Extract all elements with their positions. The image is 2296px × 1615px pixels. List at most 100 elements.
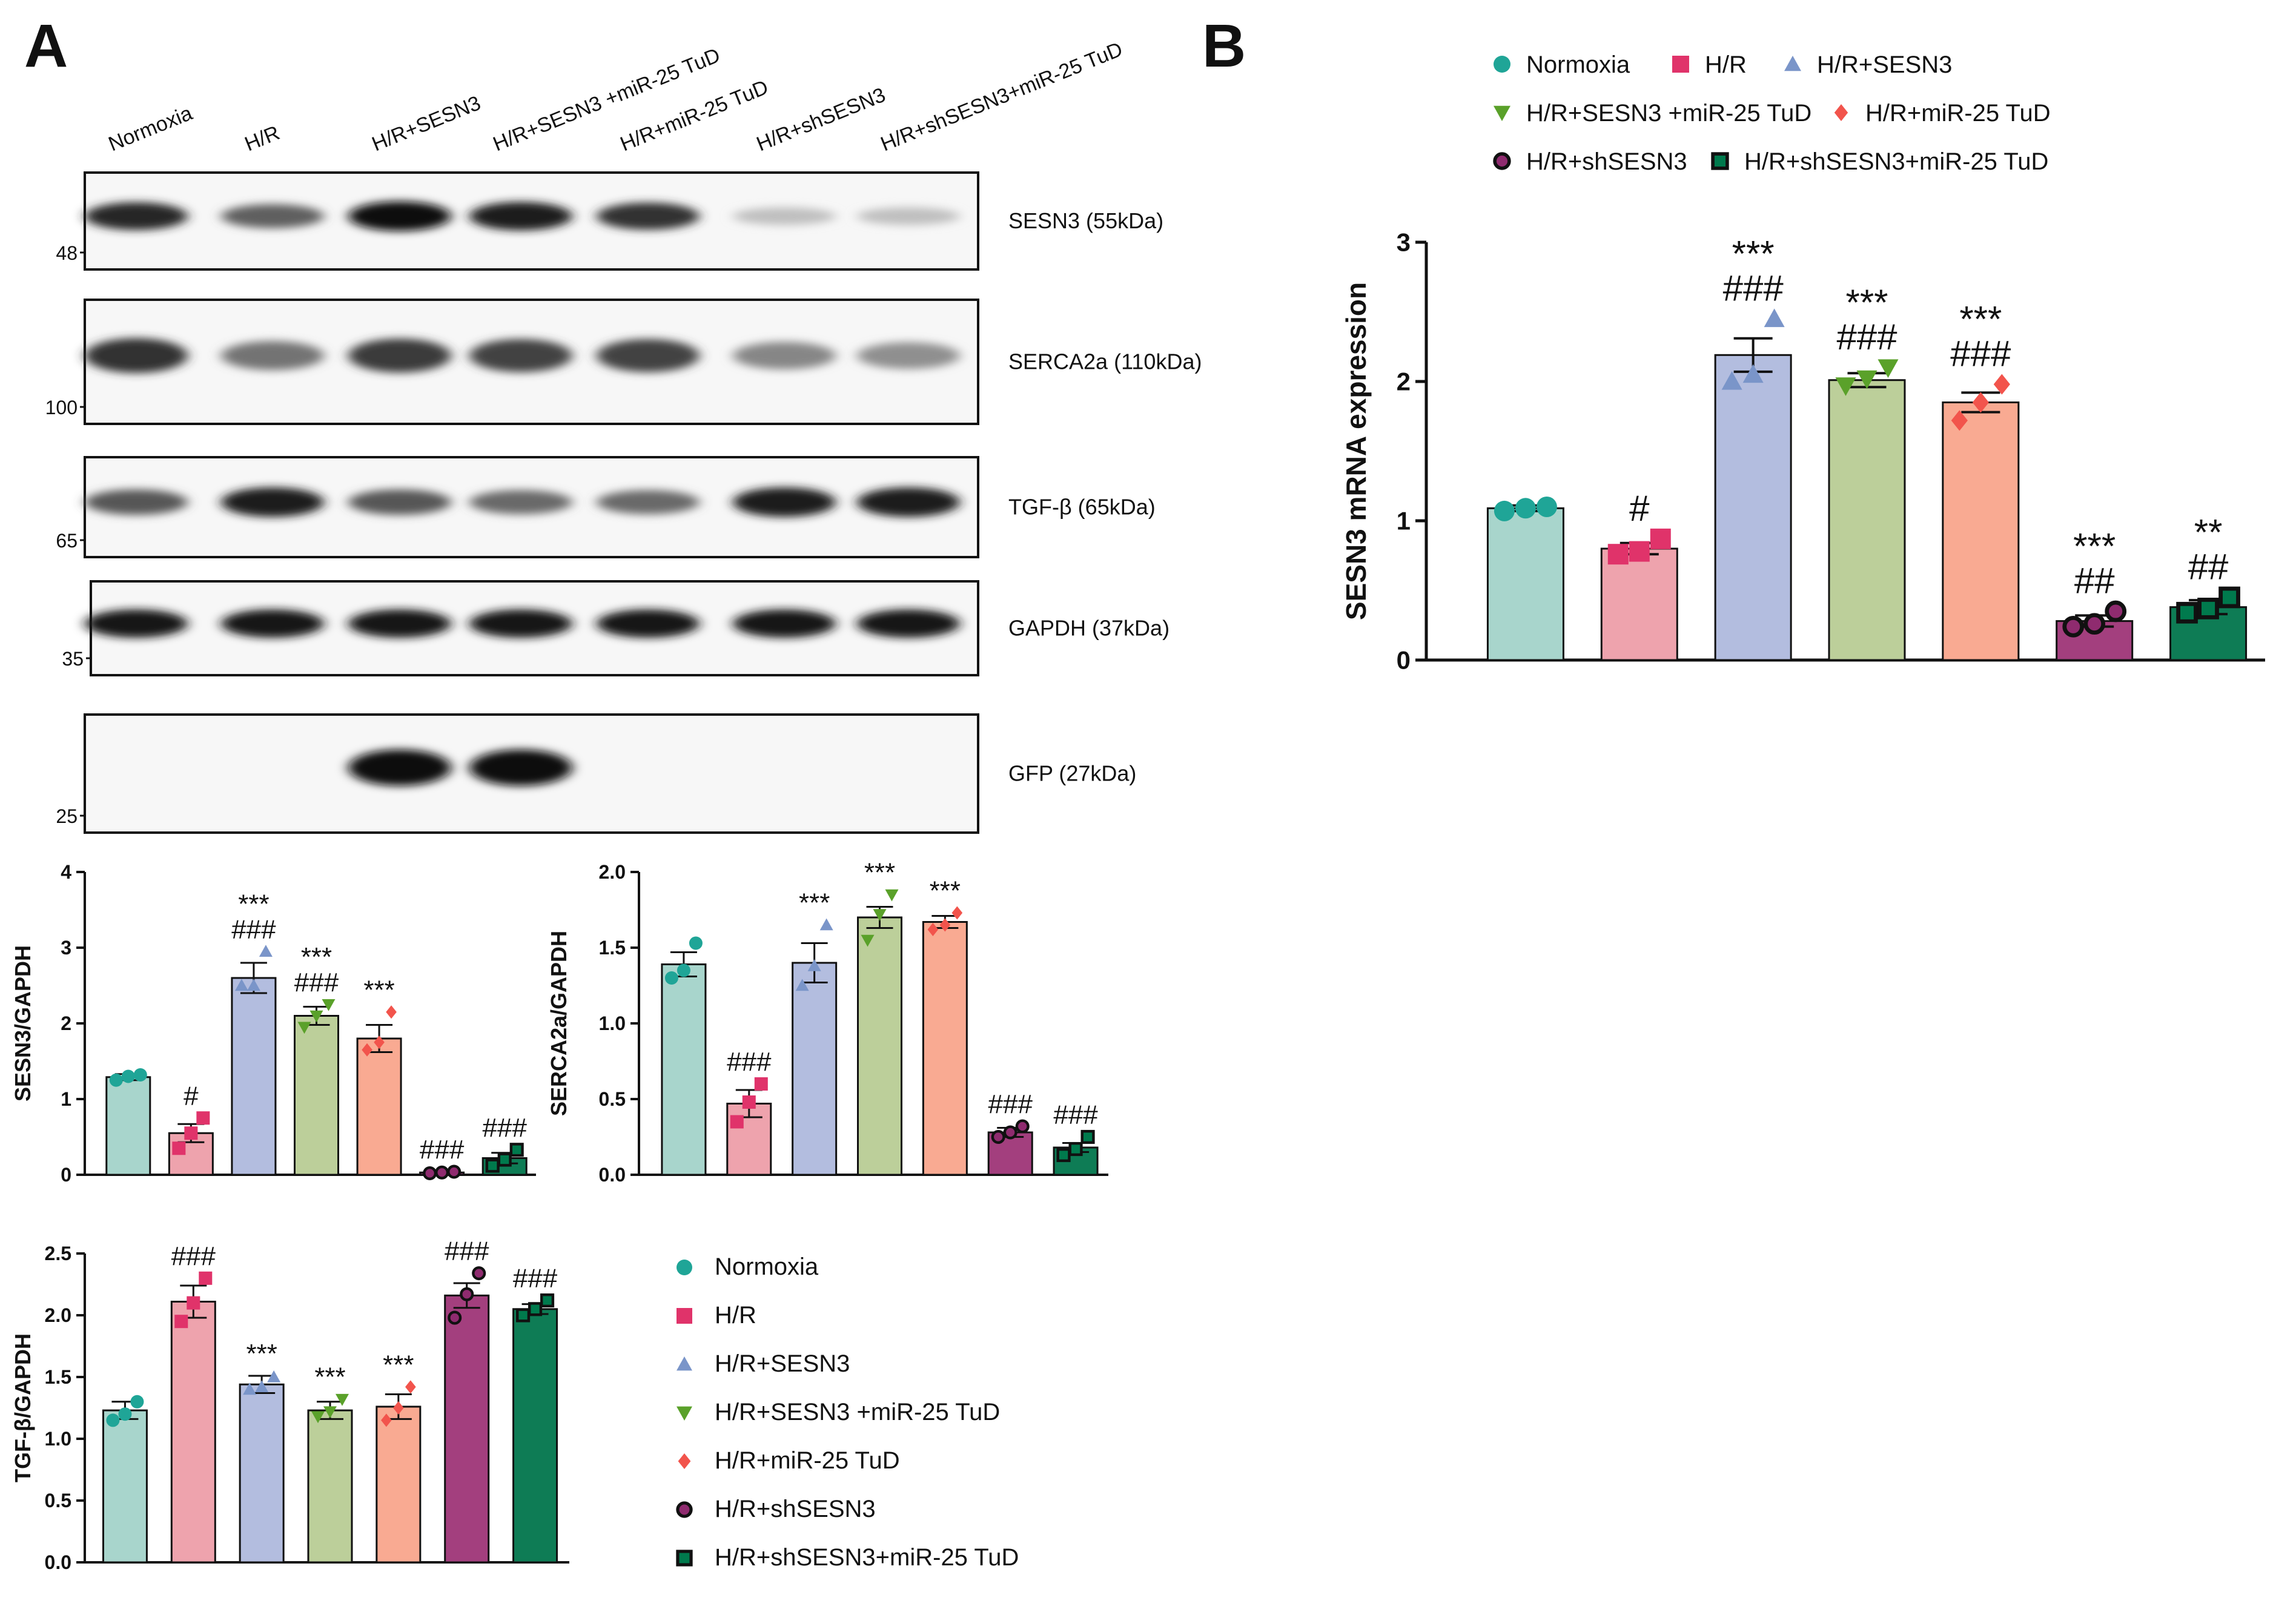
data-point — [460, 1287, 474, 1301]
data-point — [109, 1073, 123, 1087]
legend-label: H/R+miR-25 TuD — [1865, 100, 2051, 127]
legend-marker — [1834, 104, 1848, 121]
significance-label: ## — [2188, 547, 2229, 587]
bar — [105, 1076, 151, 1176]
data-point — [472, 1266, 486, 1281]
blot-band — [857, 609, 960, 638]
data-point — [447, 1164, 462, 1179]
blot-band — [733, 342, 836, 370]
significance-label: *** — [1732, 234, 1775, 274]
data-point — [374, 1035, 385, 1049]
data-point — [393, 1401, 404, 1415]
data-point — [259, 945, 273, 957]
blot-band — [85, 489, 188, 515]
y-tick-label: 2.5 — [45, 1243, 71, 1264]
blot-band — [857, 487, 960, 517]
data-point — [199, 1271, 213, 1285]
y-tick-label: 4 — [61, 861, 71, 883]
legend-label: Normoxia — [715, 1253, 819, 1280]
blot-label: SERCA2a (110kDa) — [1008, 349, 1202, 374]
blot-label: GAPDH (37kDa) — [1008, 616, 1170, 641]
y-tick-label: 2.0 — [599, 861, 626, 883]
data-point — [2176, 601, 2198, 624]
data-point — [267, 1370, 281, 1382]
data-point — [322, 999, 336, 1011]
blot-band — [85, 338, 188, 374]
panel-b-label: B — [1202, 12, 1246, 80]
data-point — [807, 959, 821, 971]
y-tick-label: 0.5 — [45, 1490, 71, 1511]
significance-label: *** — [363, 975, 394, 1005]
significance-label: ### — [1053, 1100, 1098, 1130]
data-point — [448, 1310, 462, 1325]
y-tick-label: 1.5 — [45, 1366, 71, 1388]
data-point — [939, 918, 951, 932]
legend-label: H/R+shSESN3 — [715, 1496, 876, 1522]
legend-label: H/R+shSESN3 — [1526, 148, 1687, 175]
legend-label: H/R+SESN3 +miR-25 TuD — [1526, 100, 1811, 127]
data-point — [1877, 359, 1899, 378]
blot-band — [733, 609, 836, 638]
blot-band — [733, 207, 836, 225]
data-point — [873, 909, 887, 921]
y-tick-label: 1 — [1397, 507, 1411, 535]
significance-label: # — [1629, 488, 1650, 529]
y-tick-label: 1.0 — [599, 1012, 626, 1034]
data-point — [386, 1005, 397, 1019]
data-point — [133, 1068, 147, 1082]
data-point — [664, 971, 678, 985]
bar — [356, 1037, 402, 1176]
panel-a-label: A — [24, 12, 68, 80]
significance-label: *** — [1845, 282, 1888, 323]
data-point — [742, 1095, 756, 1109]
data-point — [497, 1152, 512, 1167]
data-point — [234, 979, 248, 991]
data-point — [509, 1143, 524, 1157]
data-point — [243, 1382, 257, 1395]
significance-label: *** — [383, 1350, 414, 1379]
bar — [922, 921, 968, 1176]
blot-band — [733, 487, 836, 517]
data-point — [362, 1043, 372, 1057]
blot-band — [597, 339, 700, 372]
bar — [170, 1301, 216, 1564]
significance-label: *** — [301, 942, 332, 972]
significance-label: ### — [420, 1135, 465, 1164]
western-blots: SESN3 (55kDa) 48 SERCA2a (110kDa) 100 TGF-β … — [45, 171, 1202, 834]
y-axis-label: SERCA2a/GAPDH — [546, 931, 571, 1116]
data-point — [528, 1302, 543, 1316]
y-tick-label: 0.0 — [45, 1551, 71, 1573]
data-point — [118, 1407, 132, 1421]
legend-panel-a: Normoxia H/R H/R+SESN3 H/R+SESN3 +miR-25 Tu… — [676, 1253, 1019, 1571]
data-point — [951, 906, 963, 920]
data-point — [2197, 598, 2219, 619]
y-tick-label: 0 — [1397, 646, 1411, 675]
blot-band — [348, 749, 451, 786]
blot-band — [221, 487, 324, 517]
y-tick-label: 2.0 — [45, 1304, 71, 1326]
data-point — [1494, 500, 1515, 521]
y-tick-label: 0.5 — [599, 1088, 626, 1110]
data-point — [1068, 1141, 1083, 1157]
chart-tgfb-gapdh: 0.0 0.5 1.0 1.5 2.0 2.5 TGF-β/GAPDH ### *** *** **… — [10, 1237, 569, 1573]
blot-band — [469, 339, 572, 372]
blot-band — [85, 609, 188, 638]
data-point — [2083, 613, 2106, 635]
significance-label: *** — [238, 889, 269, 919]
data-point — [885, 889, 899, 902]
y-tick-label: 3 — [61, 937, 71, 959]
significance-label: *** — [799, 888, 830, 918]
y-tick-label: 0.0 — [599, 1164, 626, 1186]
mw-marker: 25 — [56, 805, 78, 827]
data-point — [2105, 600, 2127, 623]
data-point — [1721, 371, 1742, 390]
blot-band — [221, 341, 324, 371]
data-point — [1650, 528, 1671, 549]
bar — [239, 1383, 285, 1564]
data-point — [184, 1126, 198, 1140]
legend-marker — [1494, 105, 1510, 121]
data-point — [381, 1413, 392, 1427]
significance-label: ### — [483, 1113, 528, 1143]
